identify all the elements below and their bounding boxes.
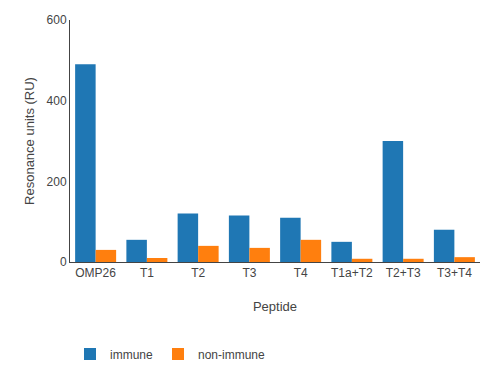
- svg-text:600: 600: [47, 13, 67, 27]
- svg-text:Peptide: Peptide: [253, 299, 297, 314]
- svg-text:T1: T1: [140, 266, 154, 280]
- svg-text:T3+T4: T3+T4: [437, 266, 472, 280]
- svg-text:immune: immune: [110, 348, 153, 362]
- svg-text:T4: T4: [294, 266, 308, 280]
- svg-text:T1a+T2: T1a+T2: [331, 266, 373, 280]
- svg-text:Resonance units (RU): Resonance units (RU): [22, 77, 37, 205]
- svg-text:T2+T3: T2+T3: [386, 266, 421, 280]
- svg-text:OMP26: OMP26: [75, 266, 116, 280]
- svg-text:0: 0: [60, 255, 67, 269]
- svg-text:400: 400: [47, 94, 67, 108]
- svg-text:200: 200: [47, 175, 67, 189]
- svg-text:T2: T2: [191, 266, 205, 280]
- svg-text:T3: T3: [242, 266, 256, 280]
- svg-text:non-immune: non-immune: [198, 348, 265, 362]
